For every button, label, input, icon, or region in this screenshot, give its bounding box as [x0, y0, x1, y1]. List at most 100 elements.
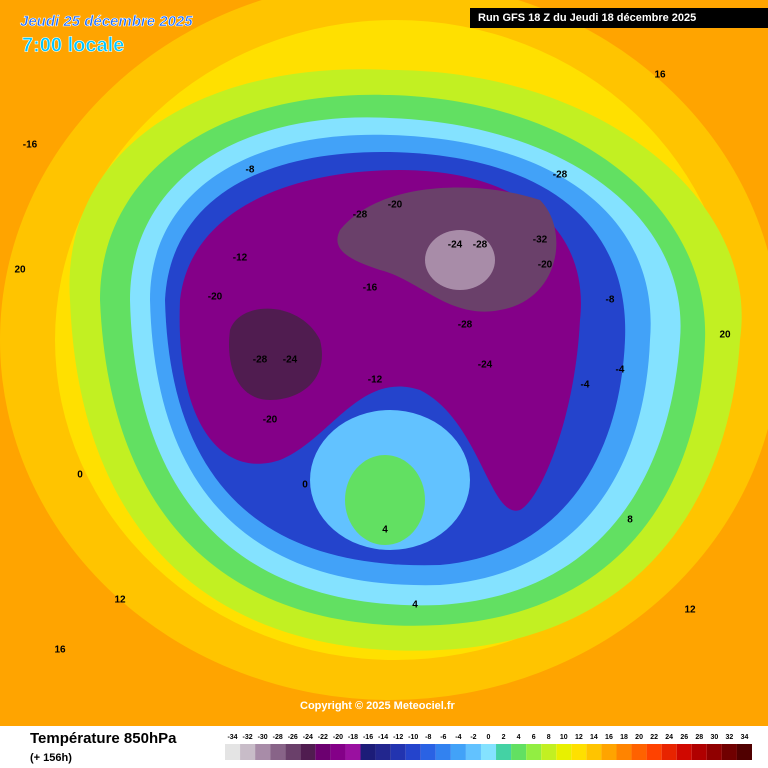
scale-label: -8	[425, 734, 431, 741]
scale-label: 30	[710, 734, 718, 741]
scale-label: 16	[605, 734, 613, 741]
scale-swatch	[496, 744, 512, 760]
date: Jeudi 25 décembre 2025	[20, 13, 193, 30]
contour-label: -28	[353, 210, 368, 221]
scale-swatch	[721, 744, 737, 760]
contour-label: 12	[684, 605, 696, 616]
scale-label: -26	[288, 734, 298, 741]
scale-label: 4	[517, 734, 521, 741]
scale-swatch	[511, 744, 527, 760]
contour-label: 4	[412, 600, 418, 611]
map: Run GFS 18 Z du Jeudi 18 décembre 2025 J…	[0, 0, 768, 726]
scale-label: 22	[650, 734, 658, 741]
contour-labels: -28 -24 -20 -28 -20 -24 -28 -32 -28 -20 -16 -12 -8 -4…	[14, 70, 731, 656]
scale-swatch	[480, 744, 497, 760]
scale-swatch	[526, 744, 542, 760]
legend-title: Température 850hPa	[30, 730, 177, 747]
scale-swatch	[435, 744, 451, 760]
scale-swatch	[270, 744, 286, 760]
scale-label: -2	[470, 734, 476, 741]
contour-label: 0	[302, 480, 308, 491]
contour-label: -8	[246, 165, 255, 176]
contour-label: 4	[382, 525, 388, 536]
scale-label: -18	[348, 734, 358, 741]
scale-label: 24	[665, 734, 673, 741]
contour-label: -4	[581, 380, 590, 391]
scale-label: 32	[726, 734, 734, 741]
scale-swatch	[420, 744, 436, 760]
contour-label: -20	[388, 200, 403, 211]
scale-label: -28	[273, 734, 283, 741]
scale-swatch	[646, 744, 662, 760]
scale-swatch	[556, 744, 572, 760]
scale-swatch	[706, 744, 722, 760]
scale-label: -10	[408, 734, 418, 741]
contour-label: 20	[719, 330, 731, 341]
scale-label: -22	[318, 734, 328, 741]
scale-label: 20	[635, 734, 643, 741]
contour-label: -20	[263, 415, 278, 426]
contour-label: -32	[533, 235, 548, 246]
scale-label: -14	[378, 734, 388, 741]
copyright: Copyright © 2025 Meteociel.fr	[300, 700, 456, 712]
scale-label: -6	[440, 734, 446, 741]
scale-swatch	[255, 744, 271, 760]
scale-label: 14	[590, 734, 598, 741]
scale-swatch	[450, 744, 466, 760]
scale-label: 0	[487, 734, 491, 741]
contour-label: 20	[14, 265, 26, 276]
scale-swatch	[300, 744, 316, 760]
scale-label: -34	[227, 734, 237, 741]
contour-label: -16	[363, 283, 378, 294]
scale-swatch	[360, 744, 376, 760]
time: 7:00 locale	[22, 34, 124, 56]
contour-label: -24	[478, 360, 493, 371]
contour-label: -28	[458, 320, 473, 331]
contour-label: -4	[616, 365, 625, 376]
contour-label: -28	[253, 355, 268, 366]
contour-label: 8	[627, 515, 633, 526]
scale-swatch	[736, 744, 752, 760]
scale-label: 34	[741, 734, 749, 741]
contour-label: -20	[538, 260, 553, 271]
scale-swatch	[465, 744, 481, 760]
contour-label: -20	[208, 292, 223, 303]
scale-swatch	[345, 744, 361, 760]
scale-swatch	[616, 744, 632, 760]
contour-label: -28	[473, 240, 488, 251]
scale-swatch	[315, 744, 331, 760]
scale-label: 2	[502, 734, 506, 741]
scale-swatch	[661, 744, 677, 760]
scale-swatch	[601, 744, 617, 760]
contour-label: 12	[114, 595, 126, 606]
scale-label: 28	[695, 734, 703, 741]
contour-label: -12	[368, 375, 383, 386]
scale-label: 26	[680, 734, 688, 741]
scale-label: -4	[455, 734, 461, 741]
scale-label: -30	[258, 734, 268, 741]
scale-label: -24	[303, 734, 313, 741]
scale-swatch	[285, 744, 301, 760]
contour-label: -28	[553, 170, 568, 181]
scale-label: -12	[393, 734, 403, 741]
lead-time: (+ 156h)	[30, 752, 72, 764]
scale-swatch	[330, 744, 346, 760]
scale-swatch	[225, 744, 241, 760]
contour-label: 16	[654, 70, 666, 81]
scale-swatch	[240, 744, 256, 760]
scale-label: 6	[532, 734, 536, 741]
contour-label: -8	[606, 295, 615, 306]
scale-swatch	[676, 744, 692, 760]
run-info: Run GFS 18 Z du Jeudi 18 décembre 2025	[478, 12, 696, 24]
contour-label: 0	[77, 470, 83, 481]
scale-label: -16	[363, 734, 373, 741]
scale-swatch	[631, 744, 647, 760]
color-scale: -34 -32 -30 -28 -26 -24 -22 -20 -18 -16 -14 -12 -10-…	[225, 734, 752, 760]
scale-swatch	[691, 744, 707, 760]
scale-swatch	[541, 744, 557, 760]
scale-swatch	[571, 744, 587, 760]
scale-label: 12	[575, 734, 583, 741]
scale-label: 18	[620, 734, 628, 741]
contour-label: -16	[23, 140, 38, 151]
